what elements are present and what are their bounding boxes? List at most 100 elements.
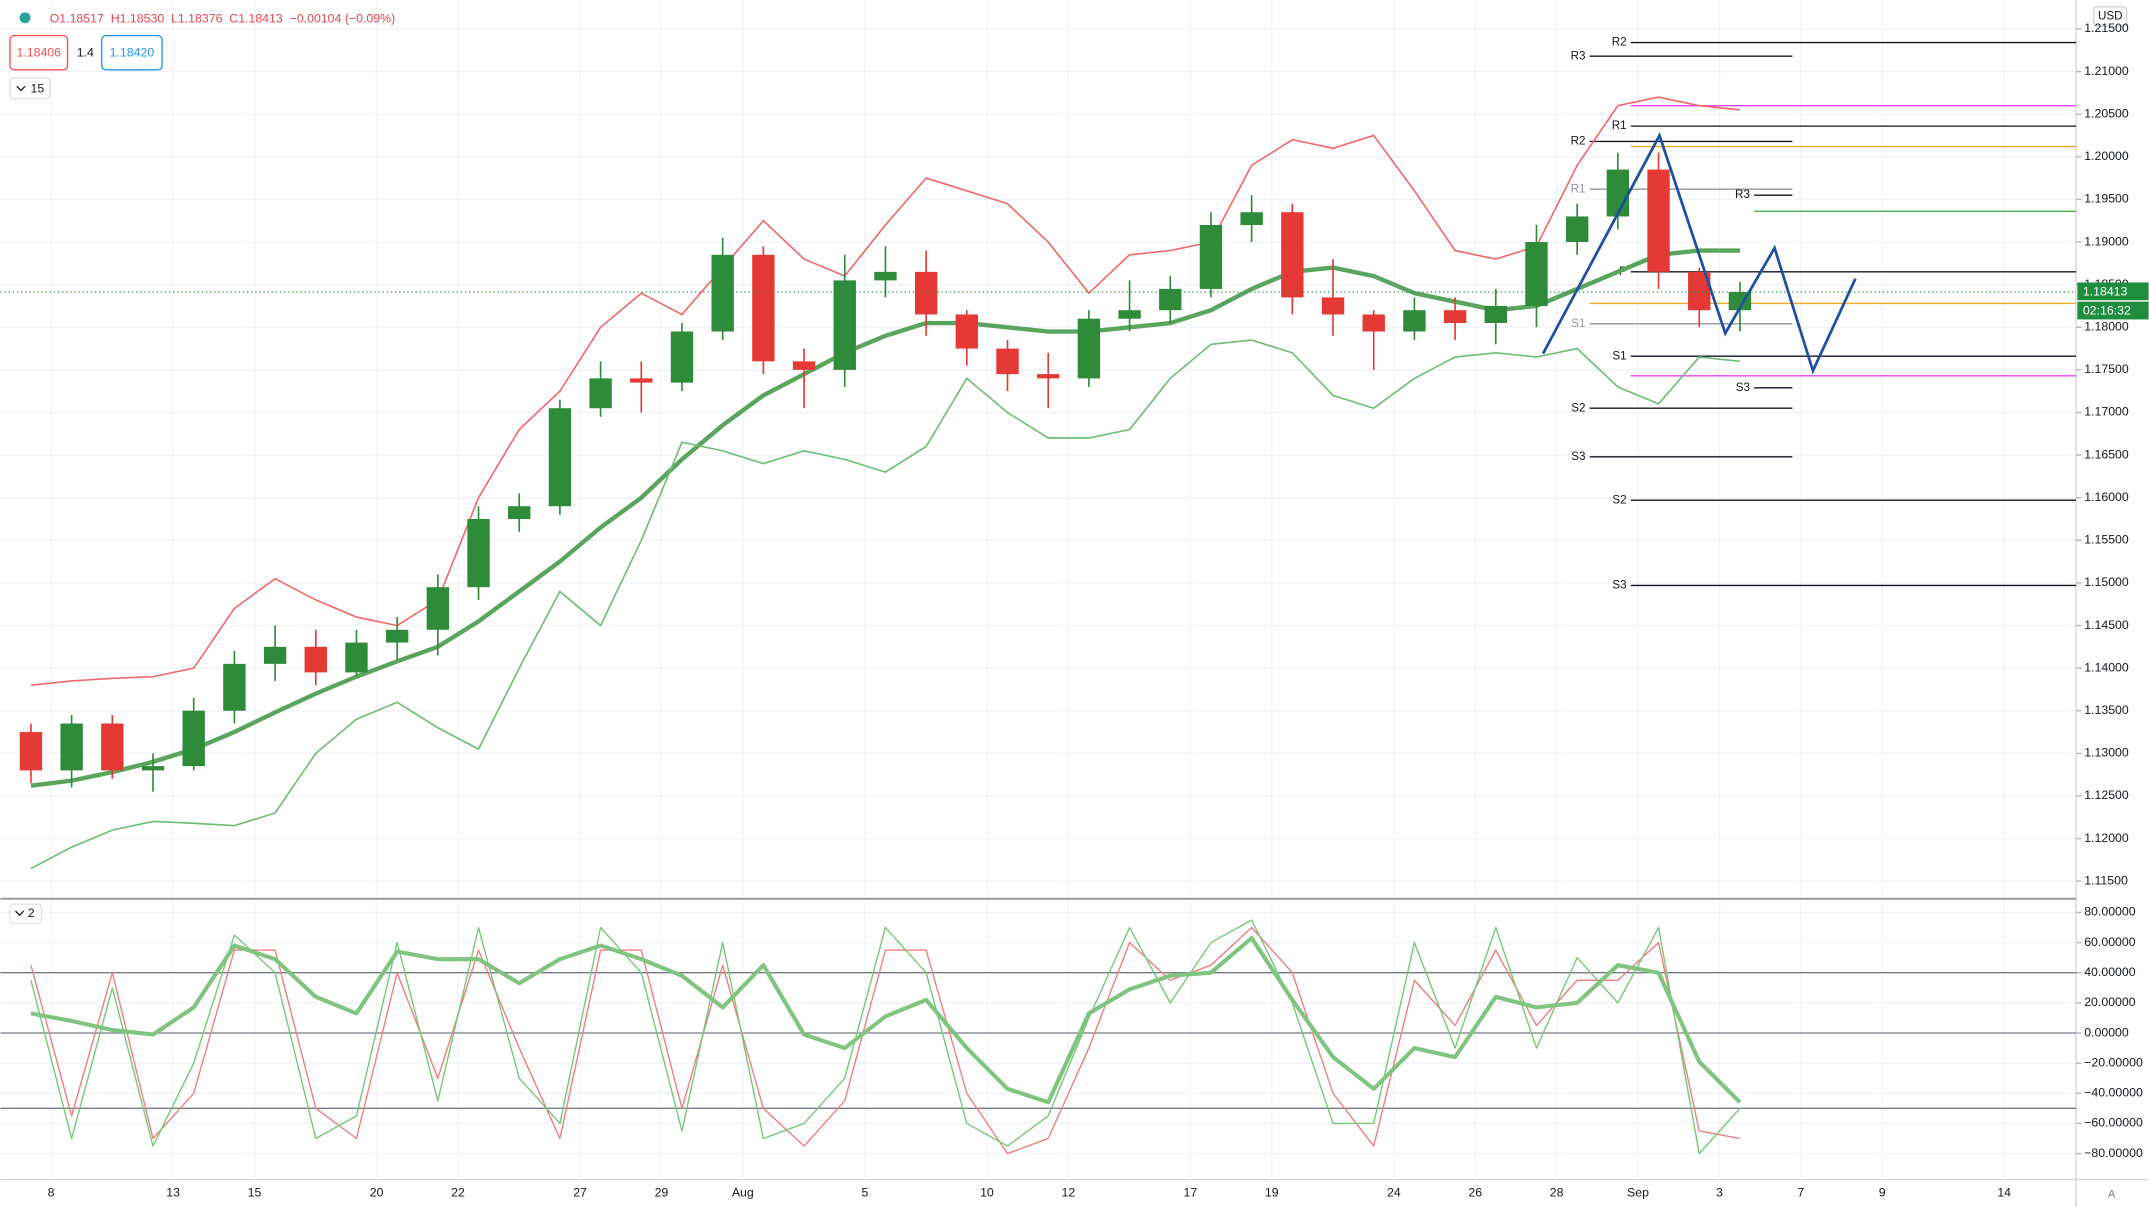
candle-body (1403, 310, 1426, 332)
candle-body (996, 348, 1019, 375)
y-tick-label: −40.00000 (2084, 1086, 2143, 1100)
y-tick-label: 40.00000 (2084, 965, 2136, 979)
candle-body (385, 629, 409, 643)
candle-body (1647, 169, 1670, 272)
y-tick-label: 1.20500 (2084, 106, 2129, 120)
pane-label: 2 (28, 906, 35, 920)
ask: 1.18420 (110, 46, 155, 60)
x-tick-label: 24 (1387, 1186, 1401, 1200)
pivot-label: S3 (1612, 579, 1626, 592)
osc-line (30, 926, 1741, 1155)
candle-body (508, 506, 531, 519)
candle-body (263, 646, 287, 664)
candle-body (1443, 310, 1467, 323)
pivot-label: S1 (1612, 349, 1626, 362)
x-tick-label: 27 (573, 1186, 587, 1200)
countdown: 02:16:32 (2083, 303, 2131, 317)
candle-body (141, 766, 165, 771)
x-tick-label: 28 (1550, 1186, 1564, 1200)
band-line (30, 96, 1741, 686)
candle-body (1362, 314, 1385, 332)
ui: 1.18406 1.4 1.18420 15 2 USD A O1.18517 H… (9, 6, 2149, 1201)
candle-body (345, 642, 368, 673)
y-tick-label: 1.20000 (2084, 149, 2129, 163)
chevron-icon (14, 910, 25, 917)
auto-scale[interactable]: A (2108, 1189, 2116, 1201)
y-tick-label: 1.14500 (2084, 618, 2129, 632)
bid: 1.18406 (16, 46, 61, 60)
pivot-label: S3 (1571, 450, 1585, 463)
pane-label: 15 (31, 81, 45, 95)
candle-body (1688, 271, 1711, 311)
x-tick-label: 17 (1184, 1186, 1198, 1200)
y-tick-label: 0.00000 (2084, 1025, 2129, 1039)
candle-body (1525, 242, 1548, 306)
pivot-label: S3 (1736, 381, 1750, 394)
y-tick-label: 1.18000 (2084, 319, 2129, 333)
candle-body (1606, 169, 1630, 217)
last-price-box (2077, 282, 2149, 301)
status-dot (19, 12, 31, 24)
ohlc-value: C1.18413 (229, 11, 283, 25)
candle-body (833, 280, 856, 370)
x-tick-label: 26 (1468, 1186, 1482, 1200)
x-tick-label: 19 (1265, 1186, 1279, 1200)
bid-box[interactable] (9, 34, 69, 71)
y-tick-label: −80.00000 (2084, 1146, 2143, 1160)
ask-box[interactable] (101, 34, 163, 71)
x-tick-label: 7 (1797, 1186, 1804, 1200)
pivot-label: S1 (1571, 317, 1585, 330)
x-tick-label: 12 (1061, 1186, 1075, 1200)
y-tick-label: 20.00000 (2084, 995, 2136, 1009)
candle-body (182, 710, 205, 767)
y-tick-label: 1.16000 (2084, 490, 2129, 504)
candle-body (914, 271, 938, 315)
last-price-label: 1.18413 (2083, 284, 2128, 298)
y-tick-label: 1.19500 (2084, 192, 2129, 206)
pivot-label: R2 (1571, 135, 1586, 148)
x-tick-label: Aug (732, 1186, 754, 1200)
band-line (30, 339, 1741, 870)
candle-body (1118, 310, 1141, 319)
x-tick-label: 13 (166, 1186, 180, 1200)
candle-body (19, 732, 43, 771)
candle-body (1077, 318, 1101, 379)
x-tick-label: 9 (1879, 1186, 1886, 1200)
y-tick-label: 1.16500 (2084, 447, 2129, 461)
x-tick-label: 14 (1997, 1186, 2011, 1200)
y-tick-label: 1.11500 (2084, 873, 2128, 887)
y-tick-label: −20.00000 (2084, 1055, 2143, 1069)
candle-body (223, 663, 246, 711)
currency-box[interactable] (2093, 6, 2128, 27)
candle-body (630, 378, 653, 383)
candle-body (589, 378, 612, 409)
candle-body (1281, 212, 1304, 298)
candle-body (792, 361, 816, 370)
pivot-label: S2 (1612, 493, 1626, 506)
countdown-box (2077, 301, 2149, 320)
currency: USD (2098, 10, 2123, 23)
candle-body (874, 271, 897, 281)
candle-body (1159, 288, 1182, 311)
x-tick-label: 10 (980, 1186, 994, 1200)
candle-body (426, 587, 450, 630)
y-tick-label: 1.17500 (2084, 362, 2129, 376)
pane-toggle[interactable] (9, 77, 51, 100)
y-tick-label: 1.13000 (2084, 746, 2129, 760)
x-tick-label: 22 (451, 1186, 465, 1200)
x-tick-label: 5 (861, 1186, 868, 1200)
pivot-label: R1 (1612, 119, 1627, 132)
spread: 1.4 (77, 46, 94, 60)
candle-body (955, 314, 979, 349)
pivot-label: R3 (1571, 49, 1586, 62)
candle-body (60, 723, 83, 771)
ohlc-value: O1.18517 (50, 11, 104, 25)
ohlc-value: L1.18376 (171, 11, 223, 25)
pivot-label: R2 (1612, 36, 1627, 49)
y-tick-label: 1.12000 (2084, 831, 2129, 845)
pane-toggle[interactable] (9, 903, 43, 925)
candle-body (1565, 216, 1589, 243)
